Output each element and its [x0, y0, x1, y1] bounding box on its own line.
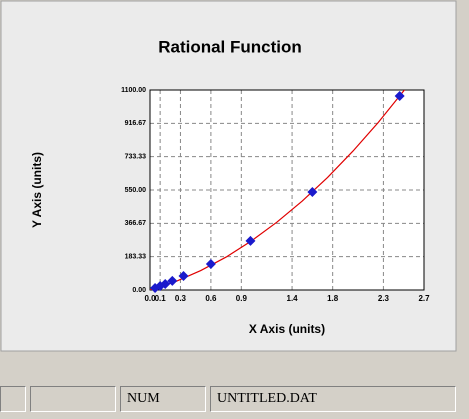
marks: 0.00 183.33 366.67 550.00 733.33 916.67 1100.0… [121, 87, 430, 303]
y-axis-label: Y Axis (units) [30, 152, 44, 228]
x-tick-label: 0.3 [175, 294, 187, 303]
data-point [160, 279, 171, 289]
x-tick-label: 1.4 [287, 294, 299, 303]
data-point [394, 91, 405, 101]
y-tick-label: 183.33 [125, 254, 147, 261]
y-tick-label: 1100.00 [121, 87, 146, 94]
data-point [178, 271, 189, 281]
x-tick-label: 2.7 [418, 294, 430, 303]
x-tick-label: 0.9 [236, 294, 248, 303]
data-point [167, 275, 178, 286]
x-tick-label: 0.1 [155, 294, 167, 303]
x-tick-label: 2.3 [378, 294, 390, 303]
y-tick-label: 366.67 [125, 220, 147, 227]
y-tick-label: 0.00 [132, 287, 146, 294]
data-point [307, 187, 318, 197]
status-panel [30, 386, 116, 412]
y-tick-label: 916.67 [125, 120, 147, 127]
x-tick-label: 0.6 [205, 294, 217, 303]
chart-title: Rational Function [158, 37, 302, 56]
status-panel: UNTITLED.DAT [210, 386, 456, 412]
y-tick-label: 733.33 [125, 154, 147, 161]
y-tick-label: 550.00 [125, 187, 147, 194]
x-tick-label: 0.0 [144, 294, 156, 303]
fit-line [150, 90, 406, 290]
status-panel: NUM [120, 386, 206, 412]
plot-border [149, 89, 425, 291]
status-panel [0, 386, 26, 412]
x-axis-label: X Axis (units) [249, 322, 325, 336]
x-tick-label: 1.8 [327, 294, 339, 303]
chart: Rational Function X Axis (units) Y Axis … [0, 0, 457, 352]
data-point [245, 235, 256, 246]
data-point [205, 259, 216, 269]
